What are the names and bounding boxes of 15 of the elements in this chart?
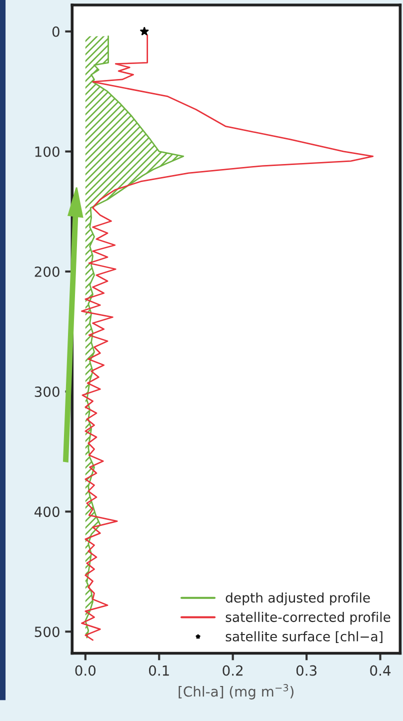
x-tick-label: 0.0 — [75, 665, 96, 676]
y-tick-label: 0 — [52, 26, 60, 37]
x-tick-label: 0.4 — [370, 665, 391, 676]
x-tick-label: 0.2 — [222, 665, 242, 676]
y-tick-label: 100 — [35, 146, 60, 157]
legend-label: depth adjusted profile — [226, 592, 370, 606]
x-tick-label: 0.3 — [296, 665, 316, 676]
y-tick-label: 500 — [34, 626, 60, 638]
x-axis-title: [Chl-a] (mg m$^{−3}$) — [178, 684, 294, 700]
y-tick-label: 400 — [34, 506, 60, 518]
y-tick-label: 200 — [34, 266, 60, 277]
x-tick-label: 0.1 — [148, 665, 169, 676]
legend-label: satellite surface [chl−a] — [226, 631, 382, 643]
legend-label: satellite-corrected profile — [226, 612, 390, 625]
y-tick-label: 300 — [34, 386, 60, 398]
